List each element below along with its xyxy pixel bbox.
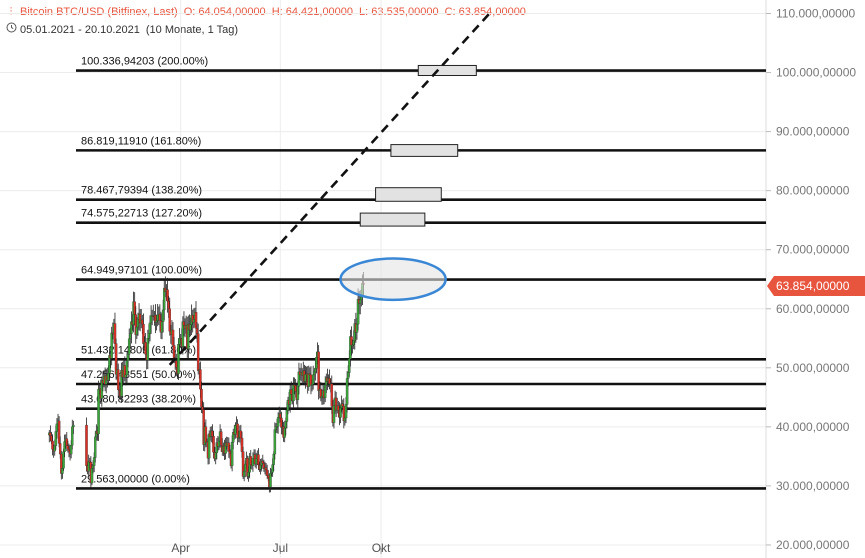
target-box[interactable] [375,187,442,202]
target-box[interactable] [417,64,477,77]
clock-icon [6,22,18,36]
ohlc-low: L: 63.535,00000 [359,6,439,18]
ohlc-high: H: 64.421,00000 [271,6,354,18]
ohlc-open: O: 64.054,00000 [183,6,266,18]
trendline[interactable] [168,12,491,366]
candle[interactable] [97,388,100,435]
y-tick-label: 30.000,00000 [776,479,850,493]
ohlc-close: C: 63.854,00000 [444,6,526,18]
candle[interactable] [72,424,75,427]
y-tick-label: 100.000,00000 [776,66,856,80]
target-box[interactable] [359,212,426,227]
y-tick-label: 60.000,00000 [776,302,850,316]
instrument-title: Bitcoin BTC/USD (Bitfinex, Last) [20,6,178,18]
fib-level-label: 29.563,00000 (0.00%) [81,473,190,485]
chart-header: ⫶ Bitcoin BTC/USD (Bitfinex, Last) O: 64.0… [6,6,532,19]
candlestick-icon: ⫶ [9,6,13,18]
fib-level-label: 43.080,82293 (38.20%) [81,394,196,406]
target-box[interactable] [390,144,459,157]
chart-period: 05.01.2021 - 20.10.2021 (10 Monate, 1 Tag… [6,22,244,36]
highlight-ellipse[interactable] [339,257,447,302]
y-tick-label: 80.000,00000 [776,184,850,198]
x-tick-label: Okt [372,541,391,555]
fib-level-label: 74.575,22713 (127.20%) [81,208,202,220]
y-tick-label: 70.000,00000 [776,243,850,257]
fib-level-label: 86.819,11910 (161.80%) [81,135,201,147]
y-tick-label: 110.000,00000 [776,7,856,21]
y-tick-label: 50.000,00000 [776,361,850,375]
last-price-badge [767,275,865,296]
candle[interactable] [85,424,88,466]
last-price-label: 63.854,00000 [776,279,850,293]
date-range: 05.01.2021 - 20.10.2021 [20,24,140,36]
y-tick-label: 40.000,00000 [776,420,850,434]
y-tick-label: 20.000,00000 [776,538,850,552]
period-info: (10 Monate, 1 Tag) [145,24,239,36]
y-tick-label: 90.000,00000 [776,125,850,139]
fib-level-label: 64.949,97101 (100.00%) [81,265,202,277]
fib-level-label: 78.467,79394 (138.20%) [81,185,202,197]
fib-level-label: 100.336,94203 (200.00%) [81,56,208,68]
candle[interactable] [273,429,277,455]
x-tick-label: Apr [171,541,190,555]
x-tick-label: Jul [273,541,288,555]
